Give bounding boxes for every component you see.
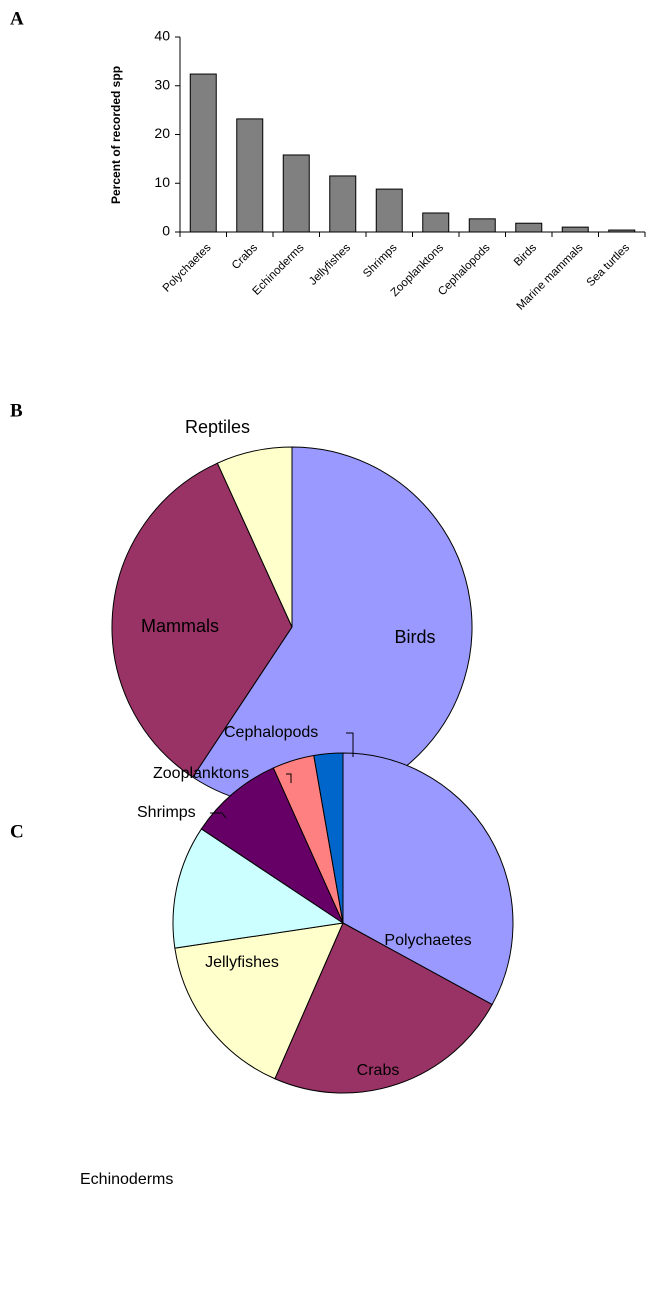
x-tick-label: Shrimps	[361, 242, 399, 280]
pie-slice	[313, 752, 344, 924]
leader-line	[346, 732, 354, 757]
panel-label: C	[10, 821, 24, 842]
bar	[282, 154, 310, 233]
pie-slice	[216, 446, 293, 628]
bar	[515, 222, 543, 233]
pie-slice	[174, 922, 344, 1080]
bar	[189, 73, 217, 233]
y-tick-label: 0	[162, 223, 170, 239]
bar	[329, 175, 357, 233]
y-tick-label: 20	[154, 125, 170, 141]
pie-slice	[274, 922, 493, 1094]
bar	[608, 229, 636, 233]
panel-label: B	[10, 400, 23, 421]
slice-label: Zooplanktons	[153, 765, 249, 782]
bar	[422, 212, 450, 233]
slice-label: Polychaetes	[384, 932, 471, 949]
slice-label: Birds	[394, 627, 435, 647]
slice-label: Cephalopods	[224, 724, 318, 741]
y-tick-label: 10	[154, 174, 170, 190]
bar	[561, 226, 589, 233]
y-axis-label: Percent of recorded spp	[109, 66, 123, 204]
slice-label: Reptiles	[185, 417, 250, 437]
x-tick-label: Sea turtles	[585, 242, 633, 290]
slice-label: Jellyfishes	[205, 954, 279, 971]
slice-label: Echinoderms	[80, 1171, 173, 1188]
x-tick-label: Polychaetes	[161, 242, 214, 295]
slice-label: Mammals	[141, 616, 219, 636]
pie-slice	[172, 828, 345, 949]
leader-line	[210, 812, 227, 819]
slice-label: Shrimps	[137, 804, 196, 821]
x-tick-label: Jellyfishes	[307, 242, 353, 288]
x-tick-label: Crabs	[230, 242, 260, 272]
bar	[375, 188, 403, 233]
leader-line	[286, 773, 292, 783]
y-tick-label: 30	[154, 76, 170, 92]
panel-label: A	[10, 8, 24, 29]
y-tick-label: 40	[154, 28, 170, 44]
bar	[468, 218, 496, 233]
pie-slice	[200, 767, 345, 925]
x-tick-label: Birds	[512, 242, 539, 269]
bar	[236, 118, 264, 233]
pie-slice	[342, 752, 514, 1006]
pie-slice	[111, 462, 293, 778]
slice-label: Crabs	[357, 1062, 400, 1079]
